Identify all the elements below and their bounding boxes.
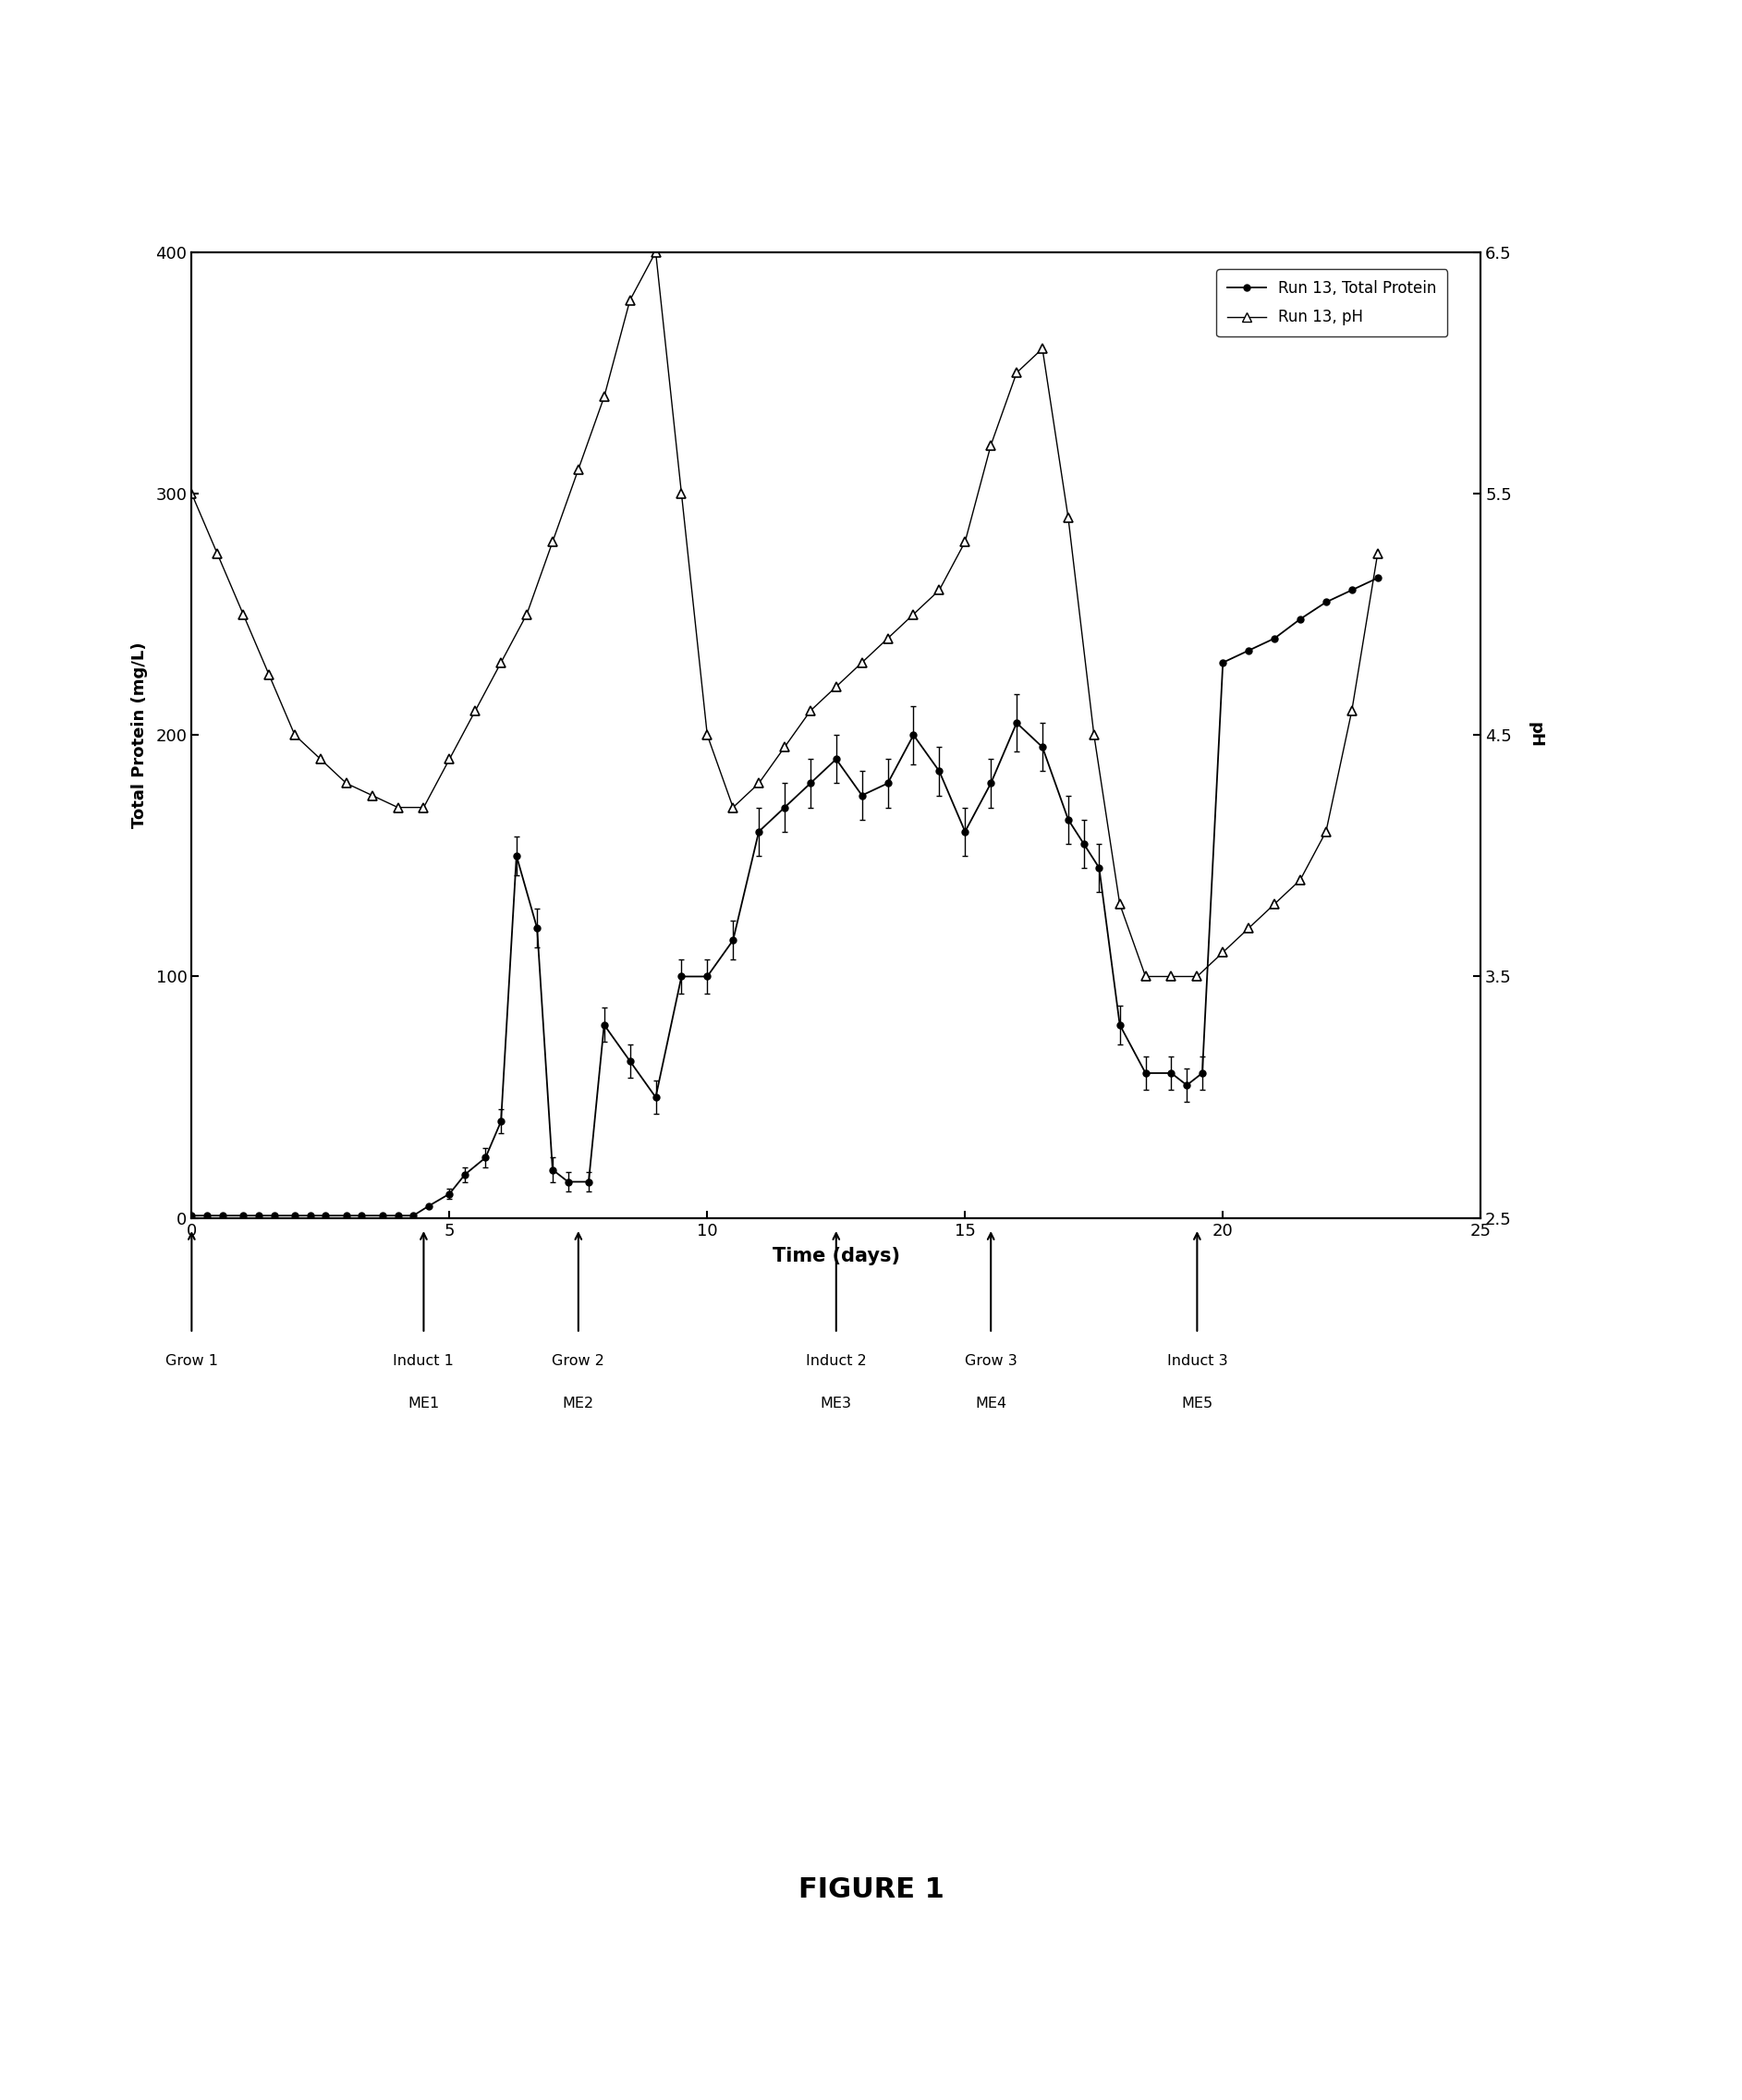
Run 13, pH [928,578,949,603]
Run 13, pH [1265,890,1286,916]
Run 13, pH [981,433,1002,458]
Run 13, pH [1031,336,1052,361]
Run 13, pH [1057,504,1078,529]
Run 13, pH [671,481,692,506]
Run 13, pH [1367,542,1388,567]
Text: ME2: ME2 [563,1397,594,1411]
Text: Grow 2: Grow 2 [552,1355,604,1369]
Run 13, pH [284,722,305,748]
Run 13, pH [568,458,589,483]
Run 13, pH [439,746,460,771]
Run 13, pH [723,794,744,819]
Run 13, pH [1084,722,1104,748]
Run 13, pH [697,722,718,748]
Run 13, pH [645,239,665,265]
Legend: Run 13, Total Protein, Run 13, pH: Run 13, Total Protein, Run 13, pH [1216,269,1448,336]
Run 13, pH [749,771,770,796]
Run 13, pH [542,529,563,554]
Run 13, pH [1289,867,1310,892]
Run 13, pH [233,601,254,626]
Run 13, pH [181,481,202,506]
Text: ME1: ME1 [408,1397,439,1411]
Run 13, pH [1160,964,1181,989]
Text: FIGURE 1: FIGURE 1 [798,1877,944,1903]
Text: Induct 2: Induct 2 [807,1355,866,1369]
Run 13, pH [413,794,434,819]
Run 13, pH [516,601,537,626]
Run 13, pH [902,601,923,626]
Run 13, pH [1239,916,1259,941]
Text: ME5: ME5 [1181,1397,1212,1411]
Run 13, pH [852,651,873,676]
Run 13, pH [310,746,331,771]
Run 13, pH [207,542,228,567]
X-axis label: Time (days): Time (days) [772,1247,901,1266]
Run 13, pH [491,651,512,676]
Y-axis label: pH: pH [1528,722,1543,748]
Run 13, pH [1136,964,1157,989]
Text: Induct 3: Induct 3 [1167,1355,1228,1369]
Run 13, pH [955,529,976,554]
Text: Induct 1: Induct 1 [394,1355,455,1369]
Run 13, pH [258,662,279,687]
Run 13, pH [362,783,383,809]
Run 13, pH [465,697,486,722]
Text: ME4: ME4 [976,1397,1007,1411]
Run 13, pH [800,697,820,722]
Run 13, pH [1007,361,1028,386]
Run 13, pH [1110,890,1131,916]
Run 13, pH [336,771,357,796]
Run 13, pH [878,626,899,651]
Run 13, pH [1212,939,1233,964]
Line: Run 13, pH: Run 13, pH [186,248,1381,981]
Run 13, pH [620,288,641,313]
Text: Grow 3: Grow 3 [965,1355,1017,1369]
Run 13, pH [826,674,847,699]
Y-axis label: Total Protein (mg/L): Total Protein (mg/L) [131,643,148,827]
Text: Grow 1: Grow 1 [165,1355,218,1369]
Run 13, pH [594,384,615,410]
Text: ME3: ME3 [820,1397,852,1411]
Run 13, pH [387,794,408,819]
Run 13, pH [773,735,794,760]
Run 13, pH [1315,819,1336,844]
Run 13, pH [1341,697,1362,722]
Run 13, pH [1186,964,1207,989]
